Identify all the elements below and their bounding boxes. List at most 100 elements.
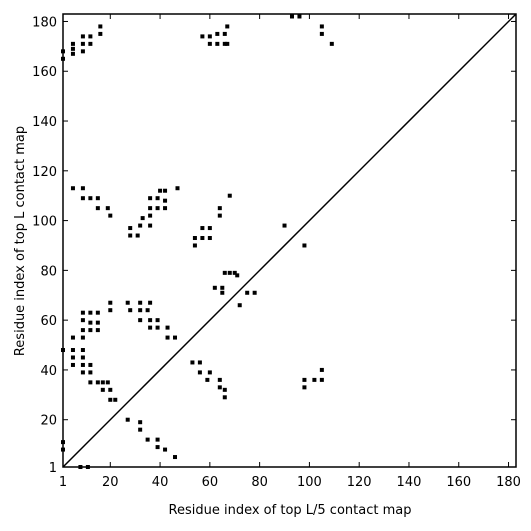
y-tick-label: 140 [32,115,57,130]
contact-point [88,328,93,333]
contact-point [217,213,222,218]
contact-point [88,196,93,201]
contact-point [105,380,110,385]
x-tick-label: 60 [202,475,219,490]
contact-point [245,290,250,295]
contact-point [155,318,160,323]
contact-point [70,51,75,56]
contact-point [319,31,324,36]
contact-point [215,31,220,36]
contact-point [98,24,103,29]
contact-point [207,370,212,375]
contact-point [138,318,143,323]
y-tick-label: 60 [40,314,57,329]
contact-point [80,186,85,191]
contact-point [173,335,178,340]
x-tick-label: 140 [397,475,422,490]
contact-point [108,308,113,313]
contact-point [95,320,100,325]
diagonal [62,13,517,468]
x-tick-label: 40 [152,475,169,490]
contact-point [302,377,307,382]
contact-point [289,14,294,19]
y-tick-label: 20 [40,414,57,429]
contact-point [319,377,324,382]
contact-point [217,377,222,382]
contact-point [70,348,75,353]
y-axis-label: Residue index of top L contact map [13,126,28,356]
contact-point [70,355,75,360]
contact-point [88,370,93,375]
contact-point [148,213,153,218]
contact-point [227,270,232,275]
contact-point [128,226,133,231]
contact-point [192,236,197,241]
contact-point [128,308,133,313]
contact-point [148,325,153,330]
contact-point [80,310,85,315]
contact-point [95,328,100,333]
contact-point [217,206,222,211]
contact-point [70,186,75,191]
contact-point [302,385,307,390]
contact-point [235,273,240,278]
contact-point [165,335,170,340]
y-tick-label: 160 [32,65,57,80]
contact-point [80,34,85,39]
contact-point [148,206,153,211]
contact-point [148,318,153,323]
contact-point [88,41,93,46]
contact-point [163,206,168,211]
x-axis-label: Residue index of top L/5 contact map [169,503,412,518]
contact-point [163,447,168,452]
y-tick-label: 180 [32,15,57,30]
contact-point [222,41,227,46]
contact-point [227,193,232,198]
x-tick-label: 80 [251,475,268,490]
x-tick-label: 1 [59,475,67,490]
contact-point [108,213,113,218]
contact-point [207,41,212,46]
contact-point [138,420,143,425]
y-tick-label: 40 [40,364,57,379]
contact-point [80,362,85,367]
contact-point [80,196,85,201]
contact-point [95,380,100,385]
x-tick-label: 160 [446,475,471,490]
contact-point [80,370,85,375]
contact-point [302,243,307,248]
contact-point [148,300,153,305]
contact-point [70,41,75,46]
contact-point [88,34,93,39]
x-tick-label: 180 [496,475,521,490]
contact-point [217,385,222,390]
contact-point [88,320,93,325]
contact-point [95,310,100,315]
contact-point [252,290,257,295]
contact-point [207,236,212,241]
contact-point [237,303,242,308]
contact-point [138,300,143,305]
contact-point [215,41,220,46]
x-tick-label: 100 [297,475,322,490]
x-tick-label: 120 [347,475,372,490]
contact-point [222,387,227,392]
contact-point [95,206,100,211]
contact-point [138,427,143,432]
contact-point [163,198,168,203]
contact-point [108,300,113,305]
contact-point [200,226,205,231]
contact-point [80,355,85,360]
contact-point [98,31,103,36]
contact-point [220,290,225,295]
contact-point [125,300,130,305]
x-tick-label: 20 [102,475,119,490]
contact-point [138,223,143,228]
contact-point [319,24,324,29]
contact-point [145,308,150,313]
contact-point [155,437,160,442]
contact-point [319,367,324,372]
contact-point [88,362,93,367]
contact-point [70,46,75,51]
